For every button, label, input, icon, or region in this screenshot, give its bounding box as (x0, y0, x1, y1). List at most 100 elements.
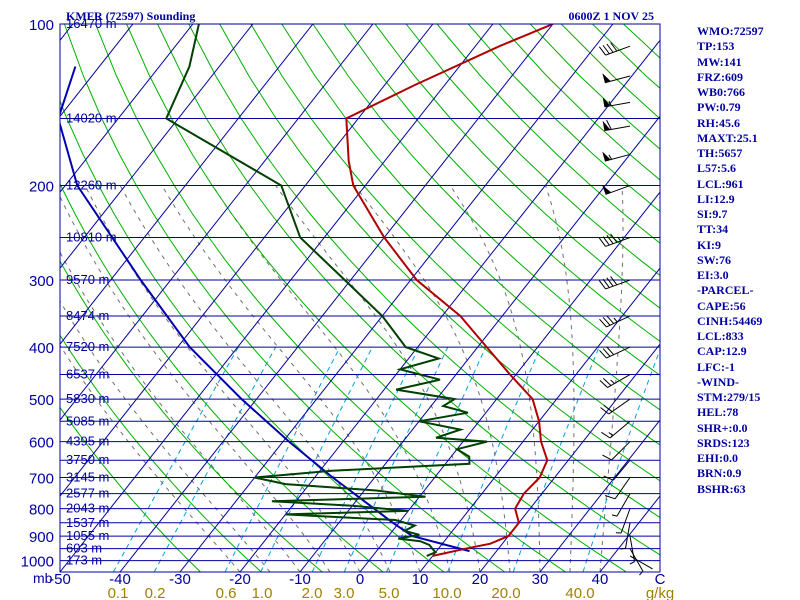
moist-adiabat (84, 185, 361, 572)
index-item: -WIND- (697, 374, 739, 389)
dry-adiabat (250, 24, 660, 446)
pressure-tick-label: 500 (29, 392, 54, 409)
height-label: 7520 m (66, 339, 109, 354)
moist-adiabat (449, 185, 541, 572)
wind-barb (599, 346, 631, 359)
height-label: 2577 m (66, 486, 109, 501)
wind-barb (602, 73, 631, 84)
pressure-tick-label: 100 (29, 17, 54, 34)
wind-barb (599, 374, 631, 388)
height-label: 5830 m (66, 391, 109, 406)
dry-adiabats (60, 24, 660, 572)
wind-barb (615, 508, 631, 534)
height-label: 12260 m (66, 178, 117, 193)
mixing-ratio-line (582, 348, 660, 572)
moist-adiabat (60, 251, 301, 572)
mixing-ratio-line (386, 346, 487, 572)
mixing-ratio-line (224, 346, 341, 572)
mixing-ratio-label: 1.0 (252, 585, 273, 600)
moist-adiabat (545, 185, 575, 572)
isotherm-line (60, 24, 254, 269)
wind-barb (611, 493, 631, 517)
mixing-ratio-label: 40.0 (565, 585, 594, 600)
height-label: 1537 m (66, 515, 109, 530)
index-item: HEL:78 (697, 405, 739, 420)
mixing-ratio-line (260, 346, 373, 572)
height-label: 173 m (66, 553, 102, 568)
index-item: -PARCEL- (697, 283, 754, 298)
dry-adiabat (60, 99, 445, 572)
index-item: CAPE:56 (697, 298, 746, 313)
moist-adiabat (60, 195, 331, 572)
isotherm-line (299, 115, 660, 572)
wind-barb (602, 151, 631, 162)
height-label: 3750 m (66, 452, 109, 467)
mixing-ratio-label: 5.0 (379, 585, 400, 600)
index-item: LCL:961 (697, 176, 744, 191)
pressure-tick-label: 200 (29, 179, 54, 196)
wind-barb (598, 276, 631, 290)
height-label: 4395 m (66, 434, 109, 449)
wind-barb (629, 535, 636, 565)
mixing-ratio-line (112, 346, 239, 572)
wind-barb (600, 398, 631, 415)
index-item: SI:9.7 (697, 207, 728, 221)
index-item: WMO:72597 (697, 24, 764, 38)
isotherms (60, 24, 660, 572)
index-item: LCL:833 (697, 329, 744, 343)
dry-adiabat (219, 24, 660, 482)
isotherm-line (60, 24, 374, 421)
index-item: L57:5.6 (697, 161, 736, 176)
index-item: CINH:54469 (697, 313, 763, 328)
isotherm-line (60, 24, 194, 194)
temperature-tick-label: 10 (412, 571, 429, 588)
height-label: 603 m (66, 541, 102, 556)
temperature-trace (345, 24, 554, 557)
indices-panel: WMO:72597 TP:153 MW:141 FRZ:609 WB0:766 PW:0.… (697, 24, 800, 497)
mixing-ratio-label: 10.0 (432, 585, 461, 600)
dry-adiabat (281, 24, 660, 411)
dry-adiabat (157, 24, 660, 556)
dry-adiabat (60, 260, 323, 572)
dry-adiabat (374, 24, 660, 309)
mixing-ratio-label: 0.1 (108, 585, 129, 600)
pressure-tick-label: 900 (29, 529, 54, 546)
isotherm-line (119, 24, 554, 572)
dry-adiabat (343, 24, 660, 343)
index-item: KI:9 (697, 237, 721, 252)
pressure-unit-label: mb (33, 570, 53, 586)
time-label: 0600Z 1 NOV 25 (569, 9, 654, 23)
isotherm-line (60, 24, 494, 572)
index-item: SW:76 (697, 252, 732, 267)
height-label: 10810 m (66, 230, 117, 245)
dry-adiabat (60, 334, 262, 572)
dry-adiabat (60, 406, 201, 572)
height-label: 1055 m (66, 528, 109, 543)
wind-barb (620, 522, 631, 550)
height-label: 3145 m (66, 470, 109, 485)
temperature-tick-label: 40 (592, 571, 609, 588)
index-item: EHI:0.0 (697, 451, 739, 465)
dry-adiabat (95, 24, 566, 572)
index-item: SRDS:123 (697, 435, 750, 450)
index-item: SHR+:0.0 (697, 420, 748, 435)
pressure-tick-label: 1000 (21, 554, 54, 571)
height-label: 2043 m (66, 501, 109, 516)
wind-barb (603, 459, 631, 481)
temperature-tick-label: 30 (532, 571, 549, 588)
dry-adiabat (60, 182, 384, 572)
pressure-tick-label: 700 (29, 471, 54, 488)
height-label: 6537 m (66, 367, 109, 382)
height-label: 14020 m (66, 110, 117, 125)
pressure-tick-label: 400 (29, 340, 54, 357)
chart-title: KMFR (72597) Sounding (66, 9, 195, 23)
temperature-tick-label: 0 (356, 571, 364, 588)
mixing-ratio-label: 0.6 (216, 585, 237, 600)
moist-adiabat (161, 185, 421, 572)
pressure-tick-label: 600 (29, 435, 54, 452)
height-label: 8474 m (66, 308, 109, 323)
temperature-tick-label: C (655, 571, 666, 588)
height-label: 9570 m (66, 272, 109, 287)
